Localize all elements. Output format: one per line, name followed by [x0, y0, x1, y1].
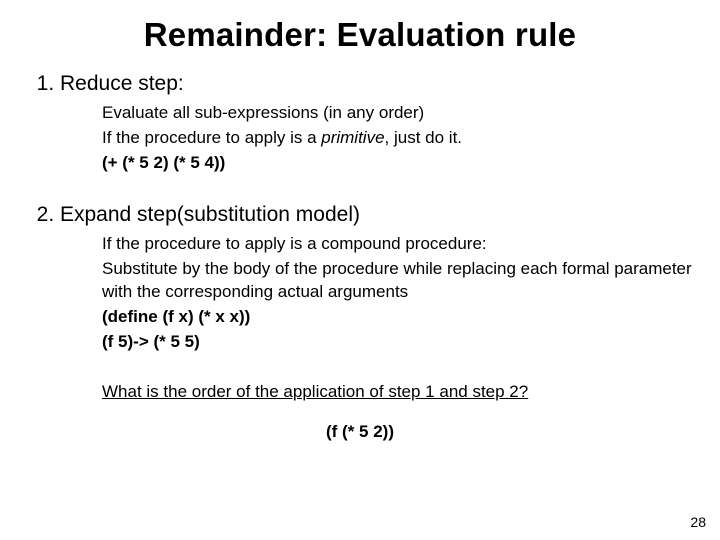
slide: Remainder: Evaluation rule Reduce step: …	[0, 0, 720, 540]
page-number: 28	[690, 514, 706, 530]
step-1-heading: Reduce step:	[60, 72, 692, 96]
order-question: What is the order of the application of …	[102, 382, 692, 402]
step-2-line-1: If the procedure to apply is a compound …	[102, 233, 692, 256]
step-2-line-3: (define (f x) (* x x))	[102, 306, 692, 329]
step-2-heading: Expand step(substitution model)	[60, 203, 692, 227]
step-2-body: If the procedure to apply is a compound …	[102, 233, 692, 354]
bottom-expression: (f (* 5 2))	[28, 422, 692, 442]
step-2-line-2: Substitute by the body of the procedure …	[102, 258, 692, 304]
step-1-line-2-italic: primitive	[321, 128, 384, 147]
step-1-body: Evaluate all sub-expressions (in any ord…	[102, 102, 692, 175]
step-list: Reduce step: Evaluate all sub-expression…	[28, 72, 692, 354]
step-1-line-1: Evaluate all sub-expressions (in any ord…	[102, 102, 692, 125]
step-1: Reduce step: Evaluate all sub-expression…	[60, 72, 692, 175]
step-2: Expand step(substitution model) If the p…	[60, 203, 692, 354]
step-1-line-3: (+ (* 5 2) (* 5 4))	[102, 152, 692, 175]
slide-title: Remainder: Evaluation rule	[28, 16, 692, 54]
step-1-line-2-pre: If the procedure to apply is a	[102, 128, 321, 147]
step-2-line-4: (f 5)-> (* 5 5)	[102, 331, 692, 354]
step-1-line-2: If the procedure to apply is a primitive…	[102, 127, 692, 150]
step-1-line-2-post: , just do it.	[385, 128, 462, 147]
